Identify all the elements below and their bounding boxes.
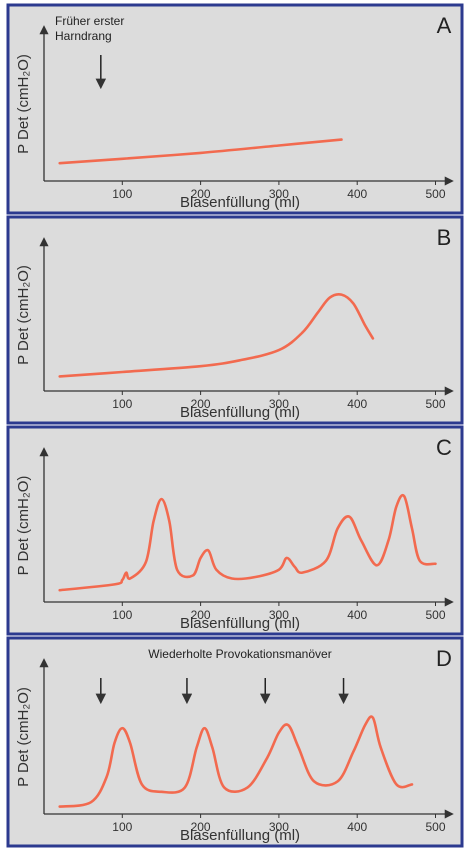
x-tick-label: 500 [425,608,445,622]
panel-b: 100 200 300 400 500 Blasenfüllung (ml) P Det (… [6,215,464,425]
x-tick-label: 300 [269,608,289,622]
x-tick-label: 400 [347,820,367,834]
x-axis-label: Blasenfüllung (ml) [180,615,300,632]
x-tick-label: 200 [191,608,211,622]
annotation-line: Früher erster [55,14,124,28]
y-axis-label: P Det (cmH₂O) [15,265,32,365]
panel-letter: D [436,646,452,671]
x-tick-label: 400 [347,608,367,622]
x-tick-label: 400 [347,187,367,201]
panel-letter: C [436,435,452,460]
panel-letter: A [437,13,452,38]
x-tick-label: 100 [112,608,132,622]
x-tick-label: 500 [425,820,445,834]
pressure-curve [58,292,375,378]
x-tick-label: 100 [112,397,132,411]
panel-background [6,636,464,848]
annotation-line: Harndrang [55,29,112,43]
x-axis-label: Blasenfüllung (ml) [180,194,300,211]
panel-background [6,215,464,425]
panel-background [6,3,464,215]
panel-background [6,425,464,636]
y-axis-label: P Det (cmH₂O) [15,687,32,787]
pressure-curve [58,493,437,592]
panel-letter: B [437,225,452,250]
pressure-curve [58,715,414,808]
x-tick-label: 100 [112,187,132,201]
panel-c: 100 200 300 400 500 Blasenfüllung (ml) P Det (… [6,425,464,636]
x-axis-label: Blasenfüllung (ml) [180,404,300,421]
x-tick-label: 100 [112,820,132,834]
panel-d: 100 200 300 400 500 Blasenfüllung (ml) P Det (… [6,636,464,848]
y-axis-label: P Det (cmH₂O) [15,54,32,154]
pressure-curve [58,138,343,165]
panel-a: 100 200 300 400 500 Blasenfüllung (ml) P Det (… [6,3,464,215]
x-tick-label: 500 [425,187,445,201]
x-axis-label: Blasenfüllung (ml) [180,827,300,844]
x-tick-label: 300 [269,820,289,834]
x-tick-label: 200 [191,397,211,411]
x-tick-label: 300 [269,397,289,411]
x-tick-label: 200 [191,820,211,834]
x-tick-label: 200 [191,187,211,201]
x-tick-label: 300 [269,187,289,201]
x-tick-label: 500 [425,397,445,411]
y-axis-label: P Det (cmH₂O) [15,476,32,576]
x-tick-label: 400 [347,397,367,411]
annotation-line: Wiederholte Provokationsmanöver [148,647,331,661]
